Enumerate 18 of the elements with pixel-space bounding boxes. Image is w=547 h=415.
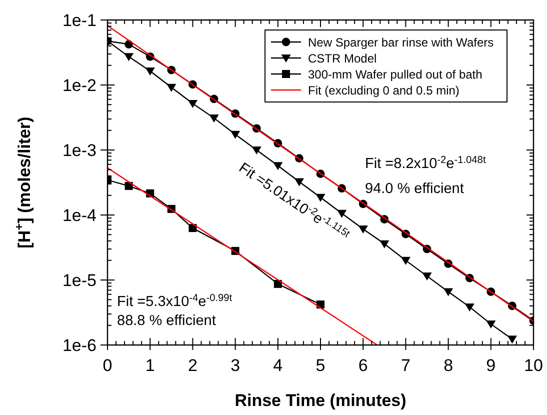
y-tick-label: 1e-6 bbox=[62, 336, 96, 355]
x-tick-label: 1 bbox=[145, 356, 155, 375]
x-tick-label: 7 bbox=[400, 356, 410, 375]
x-tick-label: 2 bbox=[188, 356, 198, 375]
x-tick-label: 9 bbox=[486, 356, 496, 375]
x-tick-label: 6 bbox=[358, 356, 368, 375]
x-tick-label: 4 bbox=[273, 356, 283, 375]
y-tick-label: 1e-2 bbox=[62, 76, 96, 95]
y-tick-label: 1e-4 bbox=[62, 206, 96, 225]
y-tick-label: 1e-5 bbox=[62, 271, 96, 290]
x-axis-title: Rinse Time (minutes) bbox=[234, 391, 406, 410]
x-tick-label: 0 bbox=[102, 356, 112, 375]
y-tick-label: 1e-1 bbox=[62, 11, 96, 30]
y-tick-label: 1e-3 bbox=[62, 141, 96, 160]
x-tick-label: 5 bbox=[316, 356, 326, 375]
x-tick-label: 8 bbox=[444, 356, 454, 375]
x-tick-label: 3 bbox=[230, 356, 240, 375]
x-tick-label: 10 bbox=[524, 356, 543, 375]
